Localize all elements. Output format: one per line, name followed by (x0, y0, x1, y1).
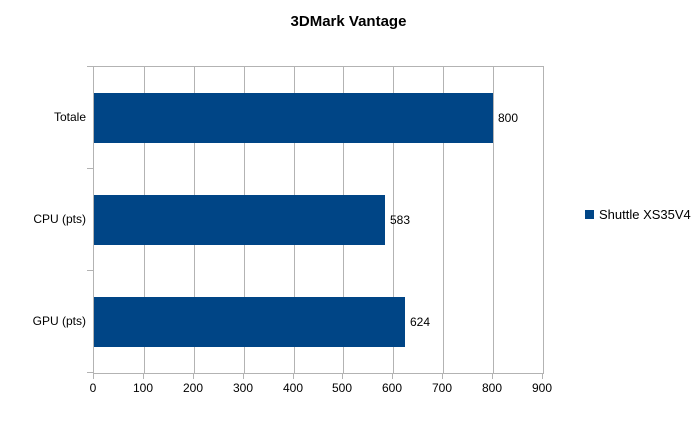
x-tick-label: 700 (431, 381, 453, 395)
x-axis-tick (243, 374, 244, 379)
category-label: CPU (pts) (33, 212, 86, 226)
y-axis-tick (87, 372, 93, 373)
gridline (493, 67, 494, 373)
bar-value-label: 800 (498, 111, 519, 125)
y-axis-tick (87, 66, 93, 67)
chart-title: 3DMark Vantage (290, 13, 407, 30)
x-tick-label: 500 (331, 381, 353, 395)
x-tick-label: 100 (132, 381, 154, 395)
x-axis-tick (143, 374, 144, 379)
x-axis-tick (93, 374, 94, 379)
category-label: GPU (pts) (32, 314, 86, 328)
x-tick-label: 200 (182, 381, 204, 395)
x-tick-label: 0 (89, 381, 97, 395)
x-axis-tick (442, 374, 443, 379)
x-axis-tick (542, 374, 543, 379)
x-axis-tick (392, 374, 393, 379)
bar (94, 93, 493, 143)
x-tick-label: 400 (282, 381, 304, 395)
legend-label: Shuttle XS35V4 (599, 207, 691, 222)
plot-area: 800 583 624 (93, 66, 544, 374)
x-axis-tick (193, 374, 194, 379)
bar (94, 195, 385, 245)
gridline (393, 67, 394, 373)
bar-value-label: 624 (410, 315, 431, 329)
x-axis-tick (492, 374, 493, 379)
category-label: Totale (53, 110, 86, 124)
legend-swatch-icon (585, 210, 594, 219)
x-tick-label: 600 (381, 381, 403, 395)
x-axis-tick (293, 374, 294, 379)
x-tick-label: 900 (531, 381, 553, 395)
x-axis-tick (342, 374, 343, 379)
legend: Shuttle XS35V4 (585, 207, 691, 222)
x-tick-label: 300 (232, 381, 254, 395)
bar (94, 297, 405, 347)
y-axis-tick (87, 270, 93, 271)
gridline (443, 67, 444, 373)
x-tick-label: 800 (481, 381, 503, 395)
bar-value-label: 583 (390, 213, 411, 227)
y-axis-tick (87, 168, 93, 169)
